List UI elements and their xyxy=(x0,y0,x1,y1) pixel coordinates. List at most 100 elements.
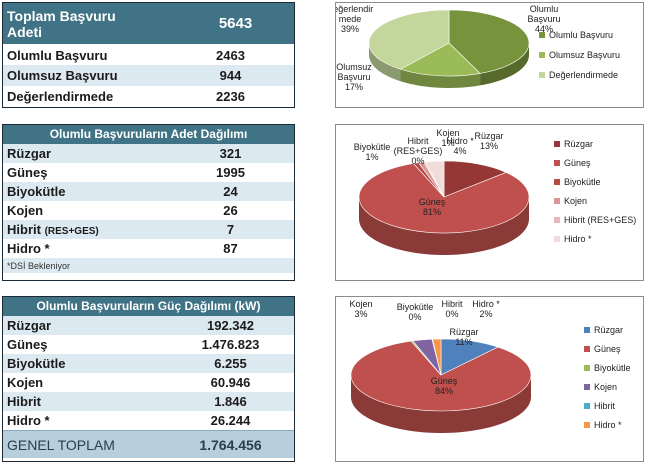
row-value: 321 xyxy=(219,146,242,161)
legend-swatch-hibrit-res-ges xyxy=(554,217,560,223)
legend-label-de-erlendirmede: Değerlendirmede xyxy=(549,70,618,80)
row-label-hibrit: Hibrit (RES+GES) xyxy=(3,222,167,237)
table-row: Olumlu Başvuru 2463 xyxy=(3,44,294,65)
legend-label-hibrit: Hibrit xyxy=(594,401,616,411)
power-distribution-chart: Rüzgar 11% Güneş 84% Biyokütle 0% Kojen 3% Hibri… xyxy=(335,296,644,462)
row-label: Hidro * xyxy=(7,413,50,428)
row-value: 87 xyxy=(223,241,238,256)
data-label-kojen: Kojen 1% xyxy=(436,128,459,148)
legend-label-kojen: Kojen xyxy=(594,382,617,392)
table-row: Biyokütle 24 xyxy=(3,182,294,201)
row-label: Hibrit xyxy=(7,222,41,237)
legend-label-biyok-tle: Biyokütle xyxy=(564,177,601,187)
pie-slice-de-erlendirmede xyxy=(368,9,450,70)
total-applications-value: 5643 xyxy=(218,15,253,32)
table-row: Hibrit (RES+GES) 7 xyxy=(3,220,294,239)
pie-slice-olumsuz-ba-vuru xyxy=(399,42,481,77)
row-value: 26.244 xyxy=(210,413,251,428)
summary-table: Toplam Başvuru Adeti 5643 Olumlu Başvuru… xyxy=(2,2,295,108)
row-value: 1.846 xyxy=(214,394,247,409)
data-label-olumlu-ba-vuru: Olumlu Başvuru 44% xyxy=(527,4,560,34)
table-row: Hidro * 26.244 xyxy=(3,411,294,430)
data-label-olumsuz-ba-vuru: Olumsuz Başvuru 17% xyxy=(336,62,372,92)
row-label: Kojen xyxy=(7,203,44,218)
row-label: Rüzgar xyxy=(7,146,52,161)
row-value: 24 xyxy=(223,184,238,199)
row-label: Güneş xyxy=(7,337,48,352)
legend-swatch-de-erlendirmede xyxy=(539,72,545,78)
table-row: Hibrit 1.846 xyxy=(3,392,294,411)
table-row: Güneş 1.476.823 xyxy=(3,335,294,354)
legend-swatch-kojen xyxy=(584,384,590,390)
data-label-biyok-tle: Biyokütle 0% xyxy=(397,302,434,322)
legend-label-olumlu-ba-vuru: Olumlu Başvuru xyxy=(549,30,613,40)
row-value: 26 xyxy=(223,203,238,218)
pie-slice-g-ne xyxy=(350,340,532,412)
data-label-kojen: Kojen 3% xyxy=(349,299,372,319)
row-label: Hibrit xyxy=(7,394,41,409)
power-distribution-table: Olumlu Başvuruların Güç Dağılımı (kW) Rü… xyxy=(2,296,295,462)
row-value: 2236 xyxy=(216,88,245,104)
footnote-row: *DSİ Bekleniyor xyxy=(3,258,294,273)
pie-slice-olumlu-ba-vuru xyxy=(448,9,530,74)
row-label: Değerlendirmede xyxy=(7,88,114,104)
count-distribution-chart: Rüzgar 13% Güneş 81% Biyokütle 1% Kojen 1% Hibri… xyxy=(335,124,644,281)
row-label-suffix: (RES+GES) xyxy=(44,226,99,237)
data-label-g-ne: Güneş 81% xyxy=(419,197,446,217)
table-row: Rüzgar 192.342 xyxy=(3,316,294,335)
legend-label-g-ne: Güneş xyxy=(564,158,591,168)
legend-swatch-biyok-tle xyxy=(584,365,590,371)
table-row: Hidro * 87 xyxy=(3,239,294,258)
legend-swatch-hidro xyxy=(584,422,590,428)
pie-slice-hidro xyxy=(424,160,445,198)
pie-side-de-erlendirmede xyxy=(369,43,401,82)
data-label-biyok-tle: Biyokütle 1% xyxy=(354,142,391,162)
table-row: Rüzgar 321 xyxy=(3,144,294,163)
grand-total-label: GENEL TOPLAM xyxy=(7,436,115,453)
legend-swatch-hibrit xyxy=(584,403,590,409)
data-label-hidro: Hidro * 2% xyxy=(472,299,500,319)
total-applications-label: Toplam Başvuru Adeti xyxy=(3,8,177,40)
legend-label-biyok-tle: Biyokütle xyxy=(594,363,631,373)
count-distribution-pie: Rüzgar 13%Güneş 81%Biyokütle 1%Kojen 1%Hibri… xyxy=(354,128,636,255)
summary-table-header: Toplam Başvuru Adeti 5643 xyxy=(3,3,294,44)
legend-label-r-zgar: Rüzgar xyxy=(564,139,593,149)
table-row: Olumsuz Başvuru 944 xyxy=(3,65,294,86)
pie-side-olumlu-ba-vuru xyxy=(480,43,529,86)
data-label-hibrit-res-ges: Hibrit (RES+GES) 0% xyxy=(394,136,443,166)
row-value: 1.476.823 xyxy=(201,337,260,352)
data-label-hidro: Hidro * 4% xyxy=(446,136,474,156)
legend-label-kojen: Kojen xyxy=(564,196,587,206)
data-label-g-ne: Güneş 84% xyxy=(431,376,458,396)
row-value: 1995 xyxy=(216,165,245,180)
legend-label-g-ne: Güneş xyxy=(594,344,621,354)
legend-swatch-r-zgar xyxy=(554,141,560,147)
pie-side-g-ne xyxy=(351,375,531,433)
legend-swatch-r-zgar xyxy=(584,327,590,333)
table-row: Biyokütle 6.255 xyxy=(3,354,294,373)
row-label: Biyokütle xyxy=(7,184,66,199)
data-label-r-zgar: Rüzgar 13% xyxy=(474,131,503,151)
legend-swatch-biyok-tle xyxy=(554,179,560,185)
legend-swatch-hidro xyxy=(554,236,560,242)
count-table-header: Olumlu Başvuruların Adet Dağılımı xyxy=(3,125,294,144)
data-label-r-zgar: Rüzgar 11% xyxy=(449,327,478,347)
row-label: Olumsuz Başvuru xyxy=(7,68,118,83)
legend-swatch-olumsuz-ba-vuru xyxy=(539,52,545,58)
row-value: 6.255 xyxy=(214,356,247,371)
row-value: 944 xyxy=(219,68,242,83)
footnote: *DSİ Bekleniyor xyxy=(7,260,71,271)
power-table-header: Olumlu Başvuruların Güç Dağılımı (kW) xyxy=(3,297,294,316)
row-label: Olumlu Başvuru xyxy=(7,47,108,63)
row-value: 192.342 xyxy=(207,318,254,333)
grand-total-row: GENEL TOPLAM 1.764.456 xyxy=(3,430,294,458)
pie-slice-g-ne xyxy=(358,163,530,234)
legend-label-hibrit-res-ges: Hibrit (RES+GES) xyxy=(564,215,636,225)
legend-swatch-olumlu-ba-vuru xyxy=(539,32,545,38)
legend-label-olumsuz-ba-vuru: Olumsuz Başvuru xyxy=(549,50,620,60)
row-label: Biyokütle xyxy=(7,356,66,371)
count-distribution-table: Olumlu Başvuruların Adet Dağılımı Rüzgar… xyxy=(2,124,295,281)
total-label-line1: Toplam Başvuru xyxy=(7,7,116,24)
